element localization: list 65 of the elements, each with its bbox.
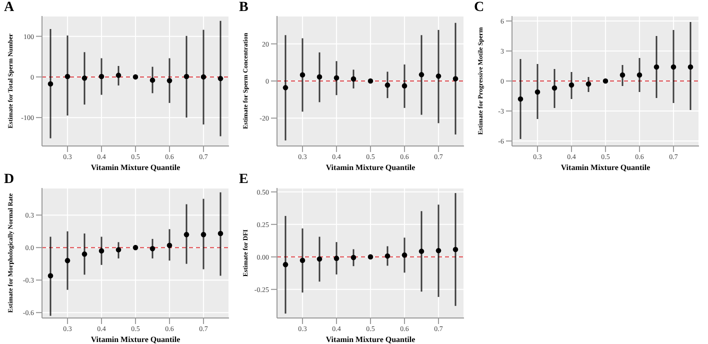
point: [552, 85, 558, 91]
chart-title: A: [4, 0, 14, 16]
point: [282, 262, 288, 268]
point: [334, 75, 340, 80]
point: [350, 76, 356, 82]
chart-title: E: [239, 172, 248, 188]
x-axis-title: Vitamin Mixture Quantile: [90, 335, 181, 344]
point: [64, 74, 70, 80]
point: [316, 256, 322, 262]
point: [98, 74, 104, 80]
point: [316, 74, 322, 80]
point: [334, 256, 340, 261]
point: [218, 76, 224, 82]
point: [300, 258, 306, 264]
point: [98, 248, 104, 254]
point: [300, 72, 306, 78]
point: [518, 96, 524, 102]
chart-title: D: [4, 172, 14, 188]
point: [418, 72, 424, 78]
x-axis-title: Vitamin Mixture Quantile: [326, 163, 416, 172]
point: [586, 81, 592, 87]
point: [670, 64, 676, 70]
point: [384, 253, 390, 259]
point: [418, 248, 424, 254]
chart-title: C: [474, 0, 484, 16]
point: [150, 246, 156, 252]
point: [654, 64, 660, 70]
point: [602, 78, 608, 84]
point: [384, 82, 390, 88]
point: [82, 251, 88, 257]
point: [48, 273, 54, 278]
point: [436, 248, 442, 254]
point: [166, 78, 172, 84]
point: [200, 232, 206, 238]
point: [184, 74, 190, 80]
point: [82, 76, 88, 81]
point: [350, 254, 356, 260]
point: [150, 78, 156, 83]
point: [166, 242, 172, 248]
point: [402, 252, 408, 258]
point: [620, 72, 626, 78]
point: [452, 76, 458, 82]
point: [64, 258, 70, 264]
point: [200, 74, 206, 80]
point: [184, 232, 190, 238]
point: [282, 85, 288, 90]
point: [116, 72, 122, 78]
point: [568, 82, 574, 88]
point: [534, 89, 540, 95]
point: [368, 254, 374, 260]
chart-title: B: [239, 0, 248, 16]
point: [116, 247, 122, 252]
point: [218, 230, 224, 236]
point: [132, 74, 138, 80]
x-axis-title: Vitamin Mixture Quantile: [90, 163, 181, 172]
point: [48, 81, 54, 86]
point: [636, 72, 642, 78]
point: [402, 83, 408, 88]
point: [452, 246, 458, 252]
point: [436, 74, 442, 79]
point: [132, 244, 138, 250]
x-axis-title: Vitamin Mixture Quantile: [560, 163, 651, 172]
point: [688, 64, 694, 70]
x-axis-title: Vitamin Mixture Quantile: [326, 335, 416, 344]
point: [368, 78, 374, 84]
